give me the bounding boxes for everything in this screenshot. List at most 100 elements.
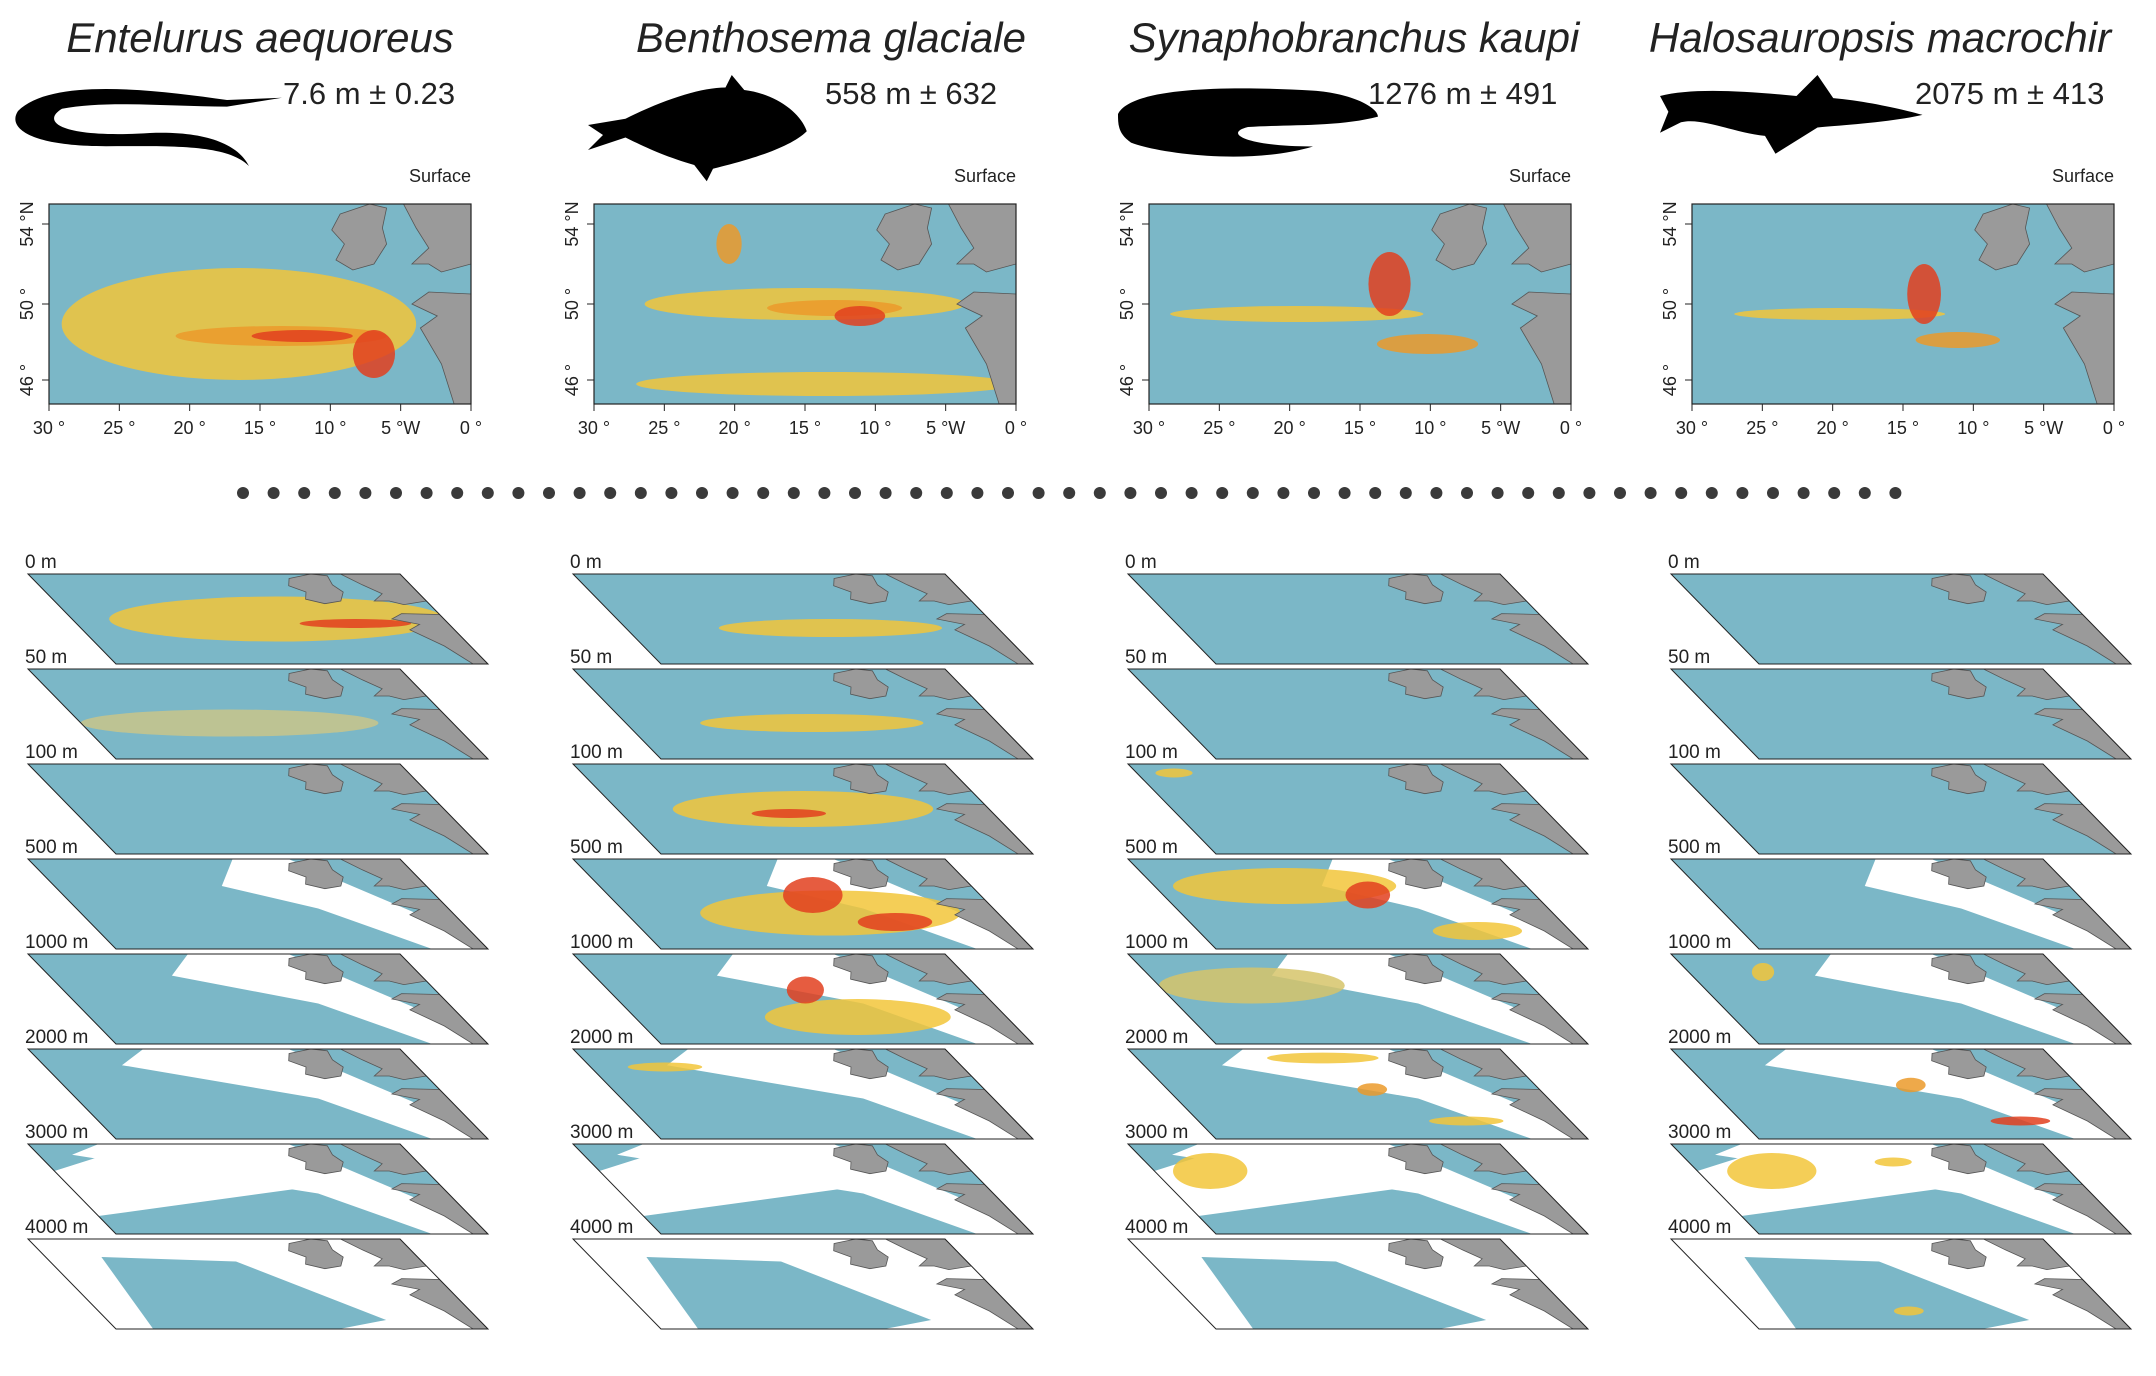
land: [288, 954, 344, 985]
mean-depth: 2075 m ± 413: [1915, 76, 2104, 111]
separator-dot: [1185, 487, 1198, 499]
x-tick-label: 0 °: [460, 418, 482, 438]
layer-frame: [1669, 1238, 2133, 1330]
land: [1490, 993, 1588, 1044]
surface-label: Surface: [1509, 166, 1571, 186]
depth-label: 500 m: [1125, 837, 1178, 858]
suitability-patch: [1170, 306, 1424, 322]
depth-label: 50 m: [1668, 647, 1710, 668]
separator-dot: [1430, 487, 1443, 499]
land: [390, 613, 488, 664]
suitability-patch: [299, 619, 412, 628]
ocean: [1149, 204, 1571, 404]
separator-dot: [1124, 487, 1137, 499]
land: [1388, 764, 1444, 795]
depth-layer: [28, 574, 488, 664]
depth-layer: [573, 1239, 1033, 1329]
land: [2033, 1278, 2131, 1329]
land: [1490, 613, 1588, 664]
depth-label: 500 m: [25, 837, 78, 858]
no-data: [1271, 954, 1588, 1044]
no-data: [221, 859, 488, 949]
land: [2033, 1183, 2131, 1234]
land: [1974, 204, 2031, 271]
suitability-patch: [1173, 868, 1397, 904]
separator-dot: [1063, 487, 1076, 499]
separator-dot: [1246, 487, 1259, 499]
depth-layer: [573, 764, 1033, 854]
suitability-patch: [1915, 332, 2001, 348]
separator-dot: [1614, 487, 1626, 499]
layer-frame: [1669, 1143, 2133, 1235]
land: [390, 1183, 488, 1234]
x-tick-label: 20 °: [719, 418, 751, 438]
land: [390, 898, 488, 949]
species-title: Synaphobranchus kaupi: [1129, 14, 1581, 61]
land: [1931, 1049, 1987, 1080]
depth-label: 3000 m: [25, 1122, 88, 1143]
land: [833, 669, 889, 700]
x-tick-label: 5 °W: [2024, 418, 2063, 438]
depth-layer: [1671, 574, 2131, 664]
x-tick-label: 5 °W: [381, 418, 420, 438]
separator-dot: [1889, 487, 1902, 499]
depth-label: 0 m: [1668, 552, 1700, 573]
separator-dot: [1155, 487, 1167, 499]
separator-dot: [849, 487, 861, 499]
separator-dot: [1461, 487, 1473, 499]
layer-frame: [1669, 858, 2133, 950]
x-tick-label: 25 °: [648, 418, 680, 438]
surface-map: [594, 204, 1016, 404]
separator-dot: [696, 487, 708, 499]
layer-frame: [1669, 953, 2133, 1045]
separator-dot: [1308, 487, 1320, 499]
no-data: [171, 954, 488, 1044]
land: [403, 204, 471, 273]
suitability-patch: [1893, 1306, 1924, 1316]
x-tick-label: 0 °: [2103, 418, 2125, 438]
ocean: [101, 1257, 387, 1329]
land: [1490, 708, 1588, 759]
separator-dot: [1767, 487, 1779, 499]
depth-layer: [573, 669, 1033, 759]
suitability-patch: [1368, 252, 1411, 316]
depth-label: 1000 m: [1125, 932, 1188, 953]
separator-dot: [818, 487, 831, 499]
land: [833, 1144, 889, 1175]
y-tick-label: 50 °: [1660, 288, 1680, 320]
separator-dot: [1675, 487, 1688, 499]
separator-dot: [543, 487, 555, 499]
y-tick-label: 46 °: [17, 364, 37, 396]
suitability-patch: [672, 791, 934, 827]
layer-frame: [1669, 668, 2133, 760]
land: [833, 1049, 889, 1080]
depth-label: 2000 m: [25, 1027, 88, 1048]
separator-dot: [420, 487, 433, 499]
species-title: Benthosema glaciale: [636, 14, 1026, 61]
depth-label: 500 m: [1668, 837, 1721, 858]
suitability-patch: [1734, 308, 1946, 320]
depth-layer: [1128, 764, 1588, 854]
land: [1388, 859, 1444, 890]
depth-layer: [1671, 1049, 2131, 1139]
x-tick-label: 10 °: [1957, 418, 1989, 438]
layer-frame: [571, 1238, 1035, 1330]
separator-dot: [1705, 487, 1718, 499]
layer-frame: [1126, 1238, 1590, 1330]
land: [390, 708, 488, 759]
land: [1388, 1049, 1444, 1080]
suitability-patch: [1267, 1052, 1379, 1064]
separator-dot: [1399, 487, 1412, 499]
surface-label: Surface: [2052, 166, 2114, 186]
layer-frame: [1669, 763, 2133, 855]
ocean: [1128, 574, 1588, 664]
depth-label: 0 m: [25, 552, 57, 573]
surface-label: Surface: [409, 166, 471, 186]
land: [833, 574, 889, 605]
no-data: [599, 1153, 841, 1216]
depth-label: 4000 m: [1125, 1217, 1188, 1238]
land: [288, 574, 344, 605]
no-data: [666, 1049, 1033, 1139]
layer-frame: [26, 668, 490, 760]
